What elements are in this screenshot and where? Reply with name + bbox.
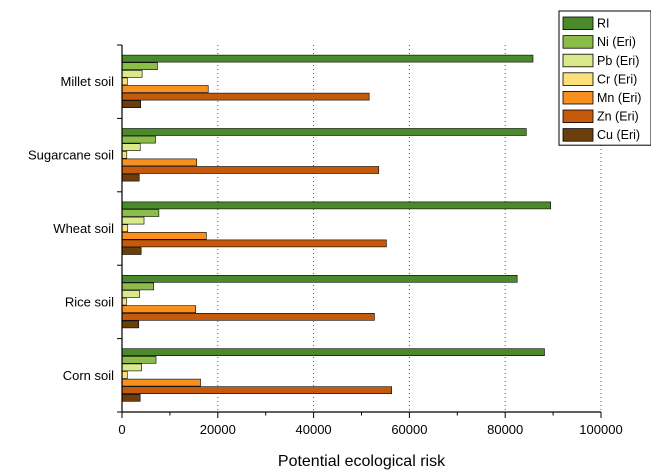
legend-label: Cu (Eri) <box>597 128 640 142</box>
category-label: Corn soil <box>63 368 114 383</box>
bar <box>121 386 392 395</box>
legend-label: Pb (Eri) <box>597 54 639 68</box>
bar <box>121 128 527 136</box>
bar <box>121 54 534 63</box>
legend-label: Ni (Eri) <box>597 35 636 49</box>
legend-label: RI <box>597 17 610 31</box>
bar <box>121 143 141 151</box>
x-axis-title: Potential ecological risk <box>278 453 446 470</box>
bar <box>121 70 143 78</box>
bar <box>121 77 128 86</box>
legend: RI Ni (Eri) Pb (Eri) Cr (Eri) Mn (Eri) Zn (Er… <box>558 10 651 146</box>
bar <box>121 166 380 174</box>
bar <box>121 201 552 210</box>
bar <box>121 393 141 402</box>
bar <box>121 151 128 159</box>
legend-swatch <box>562 72 594 86</box>
legend-swatch <box>562 53 594 68</box>
legend-swatch <box>562 128 594 142</box>
category-label: Rice soil <box>65 294 114 309</box>
bar <box>121 135 156 144</box>
x-tick-label: 0 <box>118 422 125 437</box>
bar <box>121 224 129 232</box>
bar <box>121 371 128 379</box>
bar <box>121 363 142 372</box>
legend-label: Cr (Eri) <box>597 72 637 86</box>
x-tick-label: 60000 <box>391 422 427 437</box>
x-tick-label: 20000 <box>200 422 236 437</box>
bar <box>121 216 145 225</box>
bar <box>121 239 387 248</box>
tick-labels: 0 20000 40000 60000 80000 100000 <box>118 422 622 437</box>
legend-swatch <box>562 91 594 105</box>
bar <box>121 85 209 93</box>
legend-label: Mn (Eri) <box>597 91 641 105</box>
bar <box>121 247 142 255</box>
bar <box>121 305 197 314</box>
legend-label: Zn (Eri) <box>597 110 639 124</box>
bar <box>121 290 141 298</box>
category-label: Sugarcane soil <box>28 148 114 163</box>
bar <box>121 320 140 329</box>
bar <box>121 297 127 306</box>
axes <box>117 44 602 418</box>
bar <box>121 312 375 321</box>
x-tick-label: 40000 <box>296 422 332 437</box>
bar <box>121 209 160 217</box>
bar <box>121 348 545 357</box>
bar <box>121 100 141 108</box>
legend-swatch <box>562 35 594 49</box>
bar <box>121 378 201 387</box>
legend-swatch <box>562 109 594 124</box>
legend-swatch <box>562 16 594 31</box>
bar <box>121 232 207 240</box>
category-labels: Millet soil Sugarcane soil Wheat soil Rice … <box>28 74 114 383</box>
category-label: Wheat soil <box>53 221 114 236</box>
bar <box>121 158 198 167</box>
category-label: Millet soil <box>61 74 115 89</box>
x-tick-label: 80000 <box>487 422 523 437</box>
bar <box>121 274 518 283</box>
bar <box>121 173 140 182</box>
bar <box>121 92 370 101</box>
bar <box>121 62 158 71</box>
x-tick-label: 100000 <box>579 422 622 437</box>
bars <box>121 54 552 402</box>
bar <box>121 282 154 291</box>
bar <box>121 355 157 364</box>
